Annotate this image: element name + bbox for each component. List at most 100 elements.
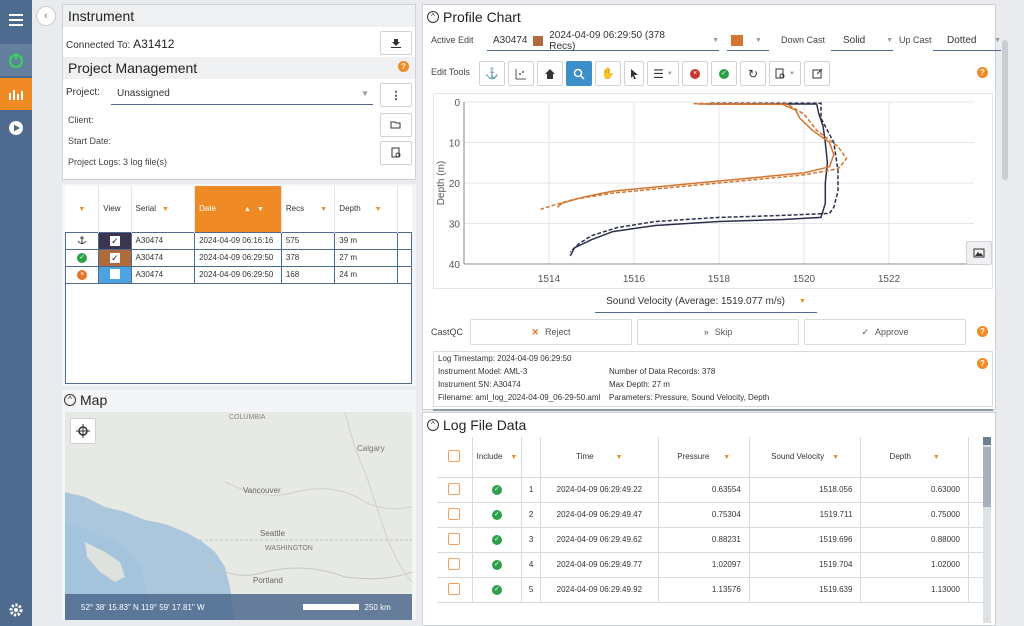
series-line <box>556 103 835 208</box>
row-checkbox[interactable] <box>448 482 461 495</box>
view-checkbox[interactable] <box>98 265 132 284</box>
view-checkbox[interactable]: ✓ <box>98 248 132 267</box>
axes-tool-button[interactable] <box>508 61 534 86</box>
help-icon[interactable]: ? <box>398 61 409 72</box>
view-checkbox[interactable]: ✓ <box>98 231 132 250</box>
instrument-panel: Instrument Connected To: A31412 Project … <box>62 4 416 180</box>
select-tool-button[interactable] <box>624 61 644 86</box>
row-checkbox[interactable] <box>448 557 461 570</box>
status-column-header[interactable]: ▼ <box>65 186 100 232</box>
table-row[interactable]: ✓ 2 2024-04-09 06:29:49.47 0.75304 1519.711 0… <box>437 502 983 528</box>
x-tick-label: 1518 <box>708 274 731 285</box>
play-icon[interactable] <box>0 112 32 144</box>
filter-icon[interactable]: ▼ <box>723 454 731 462</box>
include-cell: ✓ <box>472 552 523 578</box>
row-checkbox-cell[interactable] <box>437 577 473 603</box>
table-row[interactable]: ✓ 3 2024-04-09 06:29:49.62 0.88231 1519.696 0… <box>437 527 983 553</box>
approve-button[interactable]: ✓ Approve <box>804 319 966 345</box>
row-checkbox[interactable] <box>448 582 461 595</box>
quantity-select[interactable]: Sound Velocity (Average: 1519.077 m/s) ▼ <box>595 291 817 313</box>
table-row[interactable]: × A30474 2024-04-09 06:29:50 168 24 m <box>64 265 413 284</box>
filter-icon[interactable]: ▼ <box>256 206 264 214</box>
filter-icon[interactable]: ▼ <box>78 206 86 214</box>
sound-velocity-column-header[interactable]: Sound Velocity ▼ <box>749 437 862 478</box>
table-row[interactable]: ✓ 5 2024-04-09 06:29:49.92 1.13576 1519.639 1… <box>437 577 983 603</box>
table-row[interactable]: ✓ 4 2024-04-09 06:29:49.77 1.02097 1519.704 1… <box>437 552 983 578</box>
down-cast-select[interactable]: Solid ▼ <box>831 31 893 51</box>
color-select[interactable]: ▼ <box>727 31 769 51</box>
zoom-tool-button[interactable] <box>566 61 592 86</box>
serial-column-header[interactable]: Serial ▼ <box>131 186 196 232</box>
scroll-thumb[interactable] <box>983 447 991 507</box>
pan-tool-button[interactable]: ✋ <box>595 61 621 86</box>
filter-icon[interactable]: ▼ <box>932 454 940 462</box>
table-row[interactable]: ✓ ✓ A30474 2024-04-09 06:29:50 378 27 m <box>64 248 413 267</box>
select-all-header[interactable] <box>437 437 473 478</box>
log-timestamp: Log Timestamp: 2024-04-09 06:29:50 <box>438 354 572 363</box>
filter-icon[interactable]: ▼ <box>510 454 518 462</box>
open-folder-button[interactable] <box>380 113 412 137</box>
table-row[interactable]: ✓ 1 2024-04-09 06:29:49.22 0.63554 1518.056 0… <box>437 477 983 503</box>
depth-column-header[interactable]: Depth ▼ <box>860 437 969 478</box>
home-tool-button[interactable] <box>537 61 563 86</box>
project-select[interactable]: Unassigned ▼ <box>111 83 373 105</box>
include-column-header[interactable]: Include ▼ <box>472 437 523 478</box>
menu-tool-button[interactable]: ☰ ▼ <box>647 61 679 86</box>
reject-button[interactable]: ✕ Reject <box>470 319 632 345</box>
profile-chart[interactable]: 1514 1516 1518 1520 1522 0 10 20 30 40 Depth (m) <box>433 93 993 289</box>
scroll-up-button[interactable] <box>983 437 991 445</box>
page-scrollbar-thumb[interactable] <box>1002 40 1008 180</box>
gear-icon[interactable] <box>0 594 32 626</box>
filter-icon[interactable]: ▼ <box>320 206 328 214</box>
profile-chart-panel: ^ Profile Chart Active Edit A30474 2024-… <box>422 4 1001 411</box>
up-cast-select[interactable]: Dotted ▼ <box>933 31 1001 51</box>
collapse-panel-button[interactable]: ‹ <box>36 6 56 26</box>
map-view[interactable]: COLUMBIA Calgary Vancouver Seattle WASHI… <box>65 412 412 620</box>
table-row[interactable]: ✓ A30474 2024-04-09 06:16:16 575 39 m <box>64 231 413 250</box>
row-checkbox-cell[interactable] <box>437 527 473 553</box>
filter-icon[interactable]: ▼ <box>374 206 382 214</box>
reject-tool-button[interactable]: × <box>682 61 708 86</box>
report-button[interactable] <box>380 141 412 165</box>
splitter[interactable] <box>433 409 993 411</box>
folder-open-icon <box>390 121 401 129</box>
collapse-section-icon[interactable]: ^ <box>427 419 439 431</box>
export-image-button[interactable] <box>966 241 992 265</box>
reset-tool-button[interactable]: ↻ <box>740 61 766 86</box>
filter-icon[interactable]: ▼ <box>615 454 623 462</box>
log-table-scrollbar[interactable] <box>983 437 991 623</box>
inspect-tool-button[interactable]: ▼ <box>769 61 801 86</box>
filter-icon[interactable]: ▼ <box>162 206 169 214</box>
row-checkbox[interactable] <box>448 507 461 520</box>
max-depth: Max Depth: 27 m <box>609 380 670 389</box>
date-column-header[interactable]: Date ▲ ▼ <box>194 186 282 232</box>
view-column-header[interactable]: View <box>98 186 132 232</box>
collapse-section-icon[interactable]: ^ <box>427 11 439 23</box>
anchor-tool-button[interactable]: ⚓ <box>479 61 505 86</box>
power-icon[interactable] <box>0 44 32 76</box>
download-button[interactable] <box>380 31 412 55</box>
depth-column-header[interactable]: Depth ▼ <box>334 186 398 232</box>
help-icon[interactable]: ? <box>977 67 988 78</box>
chart-icon[interactable] <box>0 78 32 110</box>
help-icon[interactable]: ? <box>977 358 988 369</box>
map-label-calgary: Calgary <box>357 444 385 453</box>
menu-icon[interactable] <box>0 4 32 36</box>
skip-button[interactable]: » Skip <box>637 319 799 345</box>
row-checkbox[interactable] <box>448 532 461 545</box>
collapse-section-icon[interactable]: ^ <box>64 394 76 406</box>
export-tool-button[interactable] <box>804 61 830 86</box>
row-checkbox-cell[interactable] <box>437 502 473 528</box>
active-edit-select[interactable]: A30474 2024-04-09 06:29:50 (378 Recs) ▼ <box>487 30 719 52</box>
pressure-column-header[interactable]: Pressure ▼ <box>658 437 750 478</box>
filter-icon[interactable]: ▼ <box>832 454 840 462</box>
select-all-checkbox[interactable] <box>448 449 461 462</box>
recenter-button[interactable] <box>70 418 96 444</box>
row-checkbox-cell[interactable] <box>437 552 473 578</box>
approve-tool-button[interactable]: ✓ <box>711 61 737 86</box>
help-icon[interactable]: ? <box>977 326 988 337</box>
recs-column-header[interactable]: Recs ▼ <box>281 186 336 232</box>
time-column-header[interactable]: Time ▼ <box>540 437 659 478</box>
row-checkbox-cell[interactable] <box>437 477 473 503</box>
project-more-button[interactable]: ⋮ <box>380 83 412 107</box>
